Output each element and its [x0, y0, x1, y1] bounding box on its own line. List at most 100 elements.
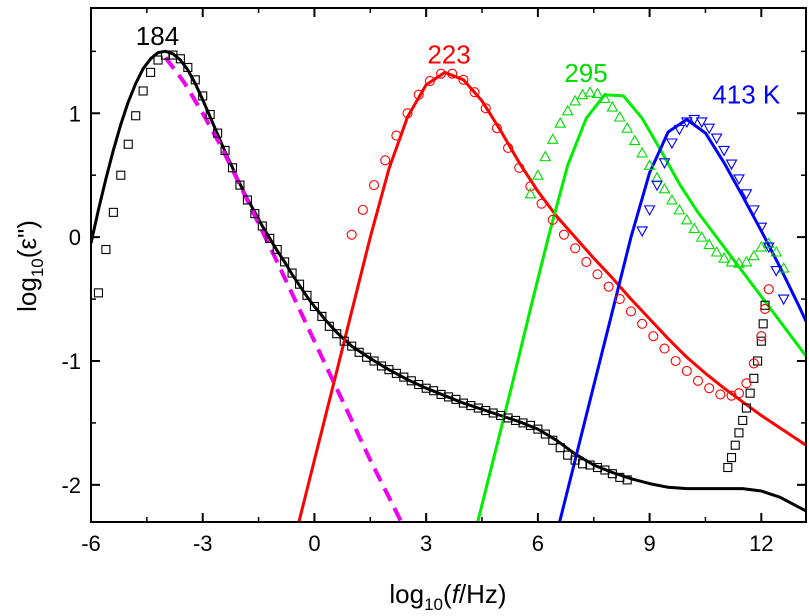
- data-point: [666, 138, 678, 150]
- data-point: [287, 268, 297, 278]
- data-point: [160, 50, 171, 60]
- data-point: [643, 159, 656, 170]
- data-point: [591, 87, 604, 99]
- fit-curves-layer: [91, 49, 806, 522]
- data-point: [718, 145, 731, 157]
- data-point: [503, 142, 514, 154]
- data-point: [213, 128, 223, 138]
- data-point: [615, 472, 625, 482]
- data-point: [108, 207, 118, 217]
- data-point: [533, 424, 543, 434]
- data-point: [733, 257, 745, 268]
- data-point: [762, 242, 775, 254]
- data-point: [481, 405, 491, 416]
- data-point: [730, 440, 740, 450]
- data-point: [740, 189, 753, 200]
- data-point: [536, 198, 547, 209]
- data-point: [198, 91, 208, 101]
- data-point: [138, 86, 148, 96]
- data-point: [710, 245, 723, 257]
- data-point: [272, 244, 282, 255]
- data-point: [302, 290, 312, 300]
- x-axis-title: log10(f/Hz): [389, 579, 506, 614]
- data-point: [628, 134, 641, 146]
- data-point: [558, 229, 569, 240]
- x-axis-title-log: log: [389, 579, 424, 609]
- data-point: [93, 288, 103, 298]
- data-point: [734, 428, 744, 438]
- data-point: [763, 284, 774, 295]
- data-point: [175, 54, 185, 64]
- data-point: [598, 92, 611, 103]
- data-point: [525, 181, 536, 192]
- data-point: [740, 255, 753, 267]
- series-label-184: 184: [136, 21, 179, 51]
- data-point: [681, 365, 692, 376]
- series-labels-layer: 184 223 295 413 K: [136, 21, 781, 109]
- data-point: [621, 122, 634, 133]
- data-point: [733, 388, 745, 399]
- fit-curve-413-fit: [558, 118, 806, 522]
- data-point: [380, 155, 391, 166]
- data-point: [531, 169, 544, 180]
- data-point: [659, 343, 670, 354]
- data-point: [680, 213, 693, 225]
- data-point: [622, 475, 632, 485]
- data-point: [603, 281, 614, 292]
- x-axis-title-unit: /Hz): [459, 579, 507, 609]
- data-point: [183, 62, 193, 73]
- data-point: [614, 294, 625, 305]
- x-axis-title-f: f: [452, 579, 462, 609]
- data-point: [347, 341, 357, 351]
- data-point: [131, 111, 141, 121]
- data-point: [625, 306, 637, 317]
- data-point: [770, 266, 783, 277]
- data-point: [726, 453, 737, 463]
- data-point: [703, 238, 716, 250]
- data-point: [756, 331, 767, 342]
- y-tick-label: 0: [69, 225, 81, 250]
- x-axis-title-sub: 10: [424, 595, 443, 614]
- data-point: [496, 410, 506, 421]
- data-point: [658, 182, 671, 194]
- data-point: [510, 415, 521, 425]
- data-point: [546, 133, 559, 144]
- data-point: [753, 356, 763, 366]
- data-point: [581, 256, 592, 267]
- data-point: [695, 117, 708, 129]
- data-point: [688, 222, 701, 234]
- data-point: [402, 108, 413, 119]
- data-point: [636, 146, 649, 158]
- y-tick-label: -1: [61, 349, 81, 374]
- data-point: [339, 336, 349, 346]
- data-point: [710, 133, 723, 145]
- data-point: [242, 195, 252, 205]
- data-point: [636, 226, 649, 238]
- data-point: [758, 319, 768, 329]
- data-point: [592, 269, 603, 280]
- data-point: [227, 163, 238, 173]
- data-point: [540, 429, 550, 439]
- data-point: [424, 76, 435, 87]
- y-axis-title-log: log: [12, 277, 42, 312]
- y-axis-title: log10(ε"): [12, 220, 47, 312]
- data-point: [777, 294, 790, 306]
- data-point: [578, 459, 588, 469]
- data-point: [413, 89, 424, 100]
- data-point: [673, 203, 686, 215]
- data-point: [747, 205, 760, 217]
- data-point: [570, 243, 581, 254]
- data-point: [346, 229, 357, 240]
- data-point: [741, 403, 751, 413]
- data-point: [738, 415, 748, 425]
- data-point: [469, 87, 480, 98]
- data-point: [524, 187, 537, 199]
- y-axis-title-sub: 10: [28, 258, 47, 277]
- y-axis-title-rest: (ε"): [12, 220, 42, 258]
- data-point: [673, 124, 686, 136]
- data-point: [235, 180, 245, 190]
- data-point: [458, 74, 469, 85]
- fit-curve-223-fit: [297, 70, 806, 522]
- ticks-layer: -6 -3 0 3 6 9 12 -2 -1 0 1: [61, 8, 806, 556]
